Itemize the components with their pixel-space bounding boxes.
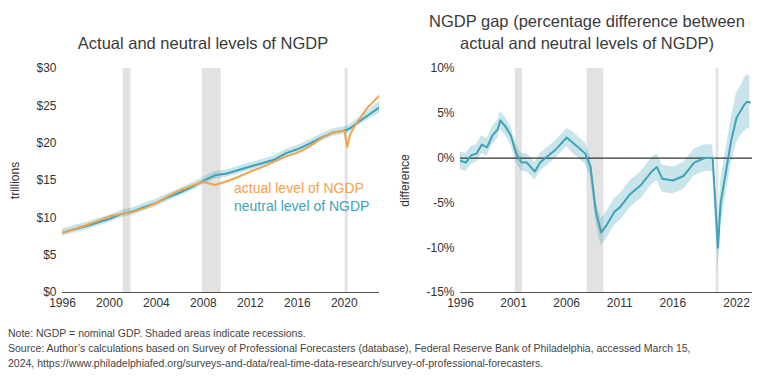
svg-text:2020: 2020 [331,296,358,310]
svg-text:$25: $25 [36,99,56,113]
svg-text:-15%: -15% [426,285,455,300]
svg-text:neutral level of NGDP: neutral level of NGDP [234,198,369,214]
svg-text:2011: 2011 [607,296,633,310]
svg-text:actual level of NGDP: actual level of NGDP [234,180,364,196]
svg-text:10%: 10% [430,61,454,75]
svg-text:difference: difference [398,154,412,207]
svg-text:2000: 2000 [96,296,123,310]
svg-text:2001: 2001 [500,296,527,310]
svg-text:-5%: -5% [433,196,455,210]
svg-text:5%: 5% [437,106,455,120]
svg-text:$10: $10 [36,211,56,225]
svg-text:2012: 2012 [237,296,264,310]
html-text:Note: NGDP = nominal GDP. Shad: Note: NGDP = nominal GDP. Shaded areas i… [8,327,306,339]
svg-text:2004: 2004 [143,296,170,310]
html-text:Actual and neutral levels of N: Actual and neutral levels of NGDP [77,34,329,52]
html-text:2024, https://www.philadelphia: 2024, https://www.philadelphiafed.org/su… [8,357,544,369]
html-text:NGDP gap (percentage differenc: NGDP gap (percentage difference between … [429,12,745,52]
svg-text:0%: 0% [437,151,455,165]
html-text:Source: Author’s calculations: Source: Author’s calculations based on S… [8,342,691,354]
svg-text:trillions: trillions [8,162,22,199]
svg-text:-10%: -10% [426,241,454,255]
svg-text:2016: 2016 [284,296,311,310]
svg-text:2022: 2022 [723,296,750,310]
svg-text:1996: 1996 [49,296,76,310]
svg-text:$30: $30 [36,61,56,75]
svg-text:$5: $5 [43,248,57,262]
svg-text:1996: 1996 [447,296,474,310]
svg-text:2006: 2006 [553,296,580,310]
svg-text:$15: $15 [36,173,56,187]
svg-text:2016: 2016 [660,296,687,310]
svg-text:$20: $20 [36,136,56,150]
svg-text:$0: $0 [43,285,57,300]
svg-text:2008: 2008 [190,296,217,310]
